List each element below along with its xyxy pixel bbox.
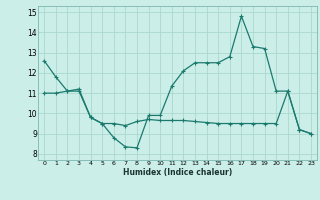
X-axis label: Humidex (Indice chaleur): Humidex (Indice chaleur) (123, 168, 232, 177)
